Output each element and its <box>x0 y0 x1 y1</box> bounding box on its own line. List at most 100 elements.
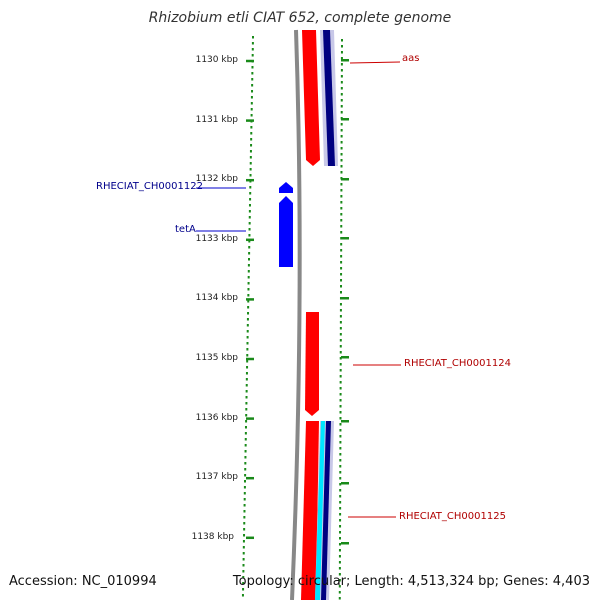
gc-dot <box>244 450 247 453</box>
gc-dot <box>249 168 252 171</box>
gc-dot <box>246 318 249 321</box>
cds-teta <box>279 196 293 267</box>
gc-dot <box>251 48 254 51</box>
gc-dot <box>244 456 247 459</box>
gc-dot <box>340 129 343 132</box>
gc-dot <box>340 99 343 102</box>
gc-dot <box>251 78 254 81</box>
gc-dot <box>243 486 246 489</box>
gc-dot <box>248 204 251 207</box>
gc-dot <box>340 255 343 258</box>
map-title: Rhizobium etli CIAT 652, complete genome <box>148 10 452 26</box>
gc-dot <box>339 399 342 402</box>
gc-dot <box>250 102 253 105</box>
gc-dot <box>339 327 342 330</box>
gc-dash <box>341 237 349 240</box>
gc-dot <box>247 282 250 285</box>
gc-dot <box>241 594 244 597</box>
gc-dash <box>341 542 349 545</box>
tick-label: 1133 kbp <box>195 233 238 244</box>
gc-dot <box>339 513 342 516</box>
gc-dot <box>339 531 342 534</box>
gc-dot <box>339 357 342 360</box>
gc-dot <box>338 555 341 558</box>
gc-dot <box>341 39 343 42</box>
gc-dot <box>340 81 343 84</box>
gc-dot <box>339 345 342 348</box>
gc-dot <box>251 72 254 75</box>
gc-dot <box>338 543 341 546</box>
gc-dot <box>338 549 341 552</box>
gc-dot <box>339 369 342 372</box>
gc-dot <box>339 405 342 408</box>
gc-dot <box>251 66 254 69</box>
gc-dash <box>341 178 349 181</box>
gc-dot <box>339 297 342 300</box>
gc-dot <box>340 51 343 54</box>
gc-dot <box>250 126 253 129</box>
gc-dot <box>242 576 245 579</box>
gc-dot <box>244 426 247 429</box>
gc-dot <box>340 225 343 228</box>
gc-dot <box>340 231 343 234</box>
gc-dot <box>251 90 254 93</box>
gc-dot <box>247 270 250 273</box>
gc-dot <box>339 447 342 450</box>
gc-dot <box>340 93 343 96</box>
gc-dot <box>250 138 253 141</box>
gc-dot <box>249 198 252 201</box>
tick-label: 1137 kbp <box>195 472 238 483</box>
gc-dot <box>248 258 251 261</box>
gc-dot <box>339 429 342 432</box>
gc-dot <box>339 441 342 444</box>
tick-label: 1138 kbp <box>191 531 234 542</box>
gc-dot <box>340 153 343 156</box>
gc-dot <box>246 354 249 357</box>
gc-dot <box>249 150 252 153</box>
gc-dot <box>340 87 343 90</box>
gc-dot <box>340 105 343 108</box>
cds-cyan <box>315 421 325 600</box>
gc-dot <box>244 444 247 447</box>
gc-dot <box>340 219 343 222</box>
gc-dot <box>247 288 250 291</box>
gc-dot <box>339 435 342 438</box>
cds-rheciat-ch0001125 <box>301 421 319 600</box>
gc-dot <box>340 183 343 186</box>
gc-dot <box>340 159 343 162</box>
gc-dot <box>339 393 342 396</box>
gc-dot <box>247 264 250 267</box>
gc-dot <box>340 69 343 72</box>
gc-dot <box>242 546 245 549</box>
gc-dot <box>339 387 342 390</box>
gc-dot <box>250 144 253 147</box>
gc-dot <box>340 201 343 204</box>
gc-dot <box>340 75 343 78</box>
gc-dot <box>243 492 246 495</box>
gc-dot <box>250 96 253 99</box>
gc-dot <box>340 273 343 276</box>
gc-dot <box>340 165 343 168</box>
gc-dot <box>249 186 252 189</box>
gc-dot <box>251 42 254 45</box>
gc-dot <box>339 309 342 312</box>
gc-dot <box>246 336 249 339</box>
gc-dot <box>250 114 253 117</box>
gc-dot <box>242 564 245 567</box>
gc-dot <box>339 417 342 420</box>
gc-dot <box>340 267 343 270</box>
gc-dash <box>341 482 349 485</box>
gc-dot <box>246 348 249 351</box>
gc-dot <box>339 525 342 528</box>
gc-dot <box>251 84 254 87</box>
gc-dot <box>243 534 246 537</box>
gc-dot <box>248 246 251 249</box>
gc-dot <box>244 474 247 477</box>
gc-dot <box>247 306 250 309</box>
gc-dot <box>339 381 342 384</box>
gc-dot <box>339 291 342 294</box>
tick-label: 1134 kbp <box>195 293 238 304</box>
gc-dot <box>340 249 343 252</box>
gc-dot <box>242 552 245 555</box>
